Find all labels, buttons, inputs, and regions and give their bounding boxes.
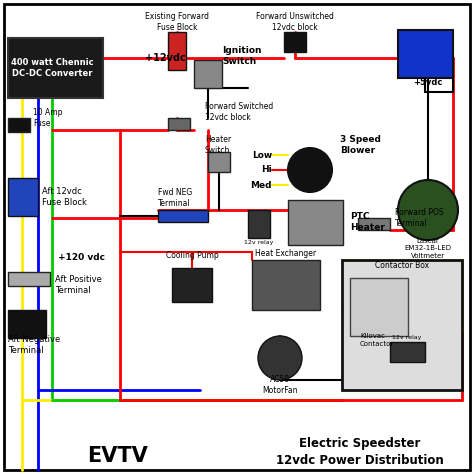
Circle shape	[398, 180, 458, 240]
Bar	[252, 260, 320, 310]
Circle shape	[258, 336, 302, 380]
Text: Forward Unswitched
12vdc block: Forward Unswitched 12vdc block	[256, 12, 334, 32]
Text: Med: Med	[250, 181, 272, 190]
Circle shape	[288, 148, 332, 192]
Text: 12v relay: 12v relay	[392, 336, 422, 340]
Text: Lascar
EM32-1B-LED
Voltmeter: Lascar EM32-1B-LED Voltmeter	[404, 237, 452, 258]
Bar	[168, 32, 186, 70]
Text: Hi: Hi	[261, 165, 272, 174]
Text: Contactor Box: Contactor Box	[375, 261, 429, 270]
Bar	[248, 210, 270, 238]
Text: AC50
MotorFan: AC50 MotorFan	[262, 375, 298, 395]
Text: Heater
Switch: Heater Switch	[205, 135, 231, 155]
Text: 400 watt Chennic
DC-DC Converter: 400 watt Chennic DC-DC Converter	[11, 58, 93, 78]
Bar	[8, 310, 46, 338]
Text: Ignition
Switch: Ignition Switch	[222, 46, 262, 66]
Text: Kilovac
Contactor: Kilovac Contactor	[360, 333, 394, 347]
Bar	[8, 272, 50, 286]
Bar	[288, 200, 343, 245]
Text: Aft Negative
Terminal: Aft Negative Terminal	[8, 335, 60, 355]
Text: Electric Speedster
12vdc Power Distribution: Electric Speedster 12vdc Power Distribut…	[276, 438, 444, 466]
Bar	[8, 38, 103, 98]
Bar	[398, 30, 453, 78]
Bar	[8, 178, 38, 216]
Bar	[194, 60, 222, 88]
Bar	[350, 278, 408, 336]
Text: 3 Speed
Blower: 3 Speed Blower	[340, 135, 381, 155]
Bar	[390, 342, 425, 362]
Bar	[284, 32, 306, 52]
Bar	[168, 118, 190, 130]
Text: Low: Low	[252, 151, 272, 159]
Text: +120 vdc: +120 vdc	[58, 254, 105, 263]
Text: Aft Positive
Terminal: Aft Positive Terminal	[55, 275, 102, 295]
Text: Existing Forward
Fuse Block: Existing Forward Fuse Block	[145, 12, 209, 32]
Text: +5vdc: +5vdc	[413, 78, 443, 86]
Text: Aft 12vdc
Fuse Block: Aft 12vdc Fuse Block	[42, 187, 87, 207]
Text: PTC
Heater: PTC Heater	[350, 212, 385, 232]
Text: 12v relay: 12v relay	[244, 239, 273, 245]
Text: Cooling Pump: Cooling Pump	[165, 252, 219, 261]
Bar	[8, 118, 30, 132]
Bar	[342, 260, 462, 390]
Text: Forward POS
Terminal: Forward POS Terminal	[395, 208, 444, 228]
Bar	[358, 218, 390, 230]
Text: 10 Amp
Fuse: 10 Amp Fuse	[33, 108, 63, 128]
Text: Heat Exchanger: Heat Exchanger	[255, 249, 317, 258]
Bar	[158, 210, 208, 222]
Text: Forward Switched
12vdc block: Forward Switched 12vdc block	[205, 102, 273, 122]
Bar	[208, 152, 230, 172]
Text: Fwd NEG
Terminal: Fwd NEG Terminal	[158, 188, 192, 208]
Text: EVTV: EVTV	[88, 446, 148, 466]
Bar	[172, 268, 212, 302]
Text: +12vdc: +12vdc	[145, 53, 186, 63]
